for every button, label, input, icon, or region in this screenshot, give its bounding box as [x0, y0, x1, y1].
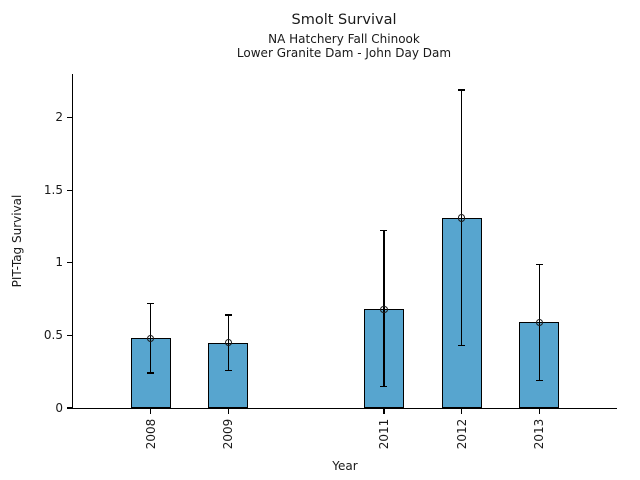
- x-tick-2009: [227, 409, 230, 415]
- y-tick-0: [66, 407, 72, 409]
- mean-marker-2013: [535, 318, 544, 327]
- x-tick-label-2011: 2011: [376, 418, 391, 450]
- error-cap-high-2011: [380, 230, 388, 232]
- error-cap-high-2008: [147, 302, 155, 305]
- mean-marker-2012: [457, 214, 466, 222]
- chart-title: Smolt Survival: [291, 12, 397, 28]
- error-cap-low-2008: [147, 372, 155, 374]
- x-axis-label: Year: [332, 459, 358, 473]
- mean-marker-2008: [146, 334, 155, 343]
- mean-marker-2009: [224, 338, 233, 347]
- chart-subtitle-1: NA Hatchery Fall Chinook: [268, 32, 420, 46]
- y-axis-label: PIT-Tag Survival: [10, 194, 24, 288]
- y-tick-2: [66, 116, 72, 119]
- x-tick-2011: [383, 409, 385, 415]
- error-cap-low-2011: [380, 385, 388, 387]
- error-cap-low-2009: [224, 369, 232, 371]
- y-tick-1: [66, 262, 72, 264]
- chart-subtitle-2: Lower Granite Dam - John Day Dam: [236, 46, 452, 60]
- x-tick-2008: [150, 409, 152, 415]
- y-axis-spine: [71, 74, 73, 410]
- error-cap-high-2013: [535, 263, 543, 265]
- y-tick-label-1: 1: [55, 255, 63, 270]
- error-cap-low-2013: [535, 379, 543, 382]
- x-tick-label-2012: 2012: [454, 418, 469, 450]
- error-cap-high-2012: [458, 89, 466, 91]
- x-tick-2012: [460, 409, 463, 415]
- x-tick-label-2013: 2013: [532, 418, 547, 450]
- error-cap-high-2009: [224, 314, 232, 316]
- bar-2009: [208, 342, 249, 408]
- x-tick-label-2009: 2009: [221, 418, 236, 450]
- plot-area: PIT-Tag Survival Year 0 0.5 1 1.5 2 2008 2009 2…: [10, 74, 617, 473]
- y-tick-label-1.5: 1.5: [43, 182, 63, 197]
- x-axis-spine: [71, 408, 617, 410]
- y-tick-1.5: [66, 189, 72, 191]
- x-tick-label-2008: 2008: [143, 418, 158, 450]
- y-tick-label-0: 0: [55, 400, 63, 415]
- y-tick-label-0.5: 0.5: [43, 327, 63, 342]
- mean-marker-2011: [380, 305, 388, 313]
- error-cap-low-2012: [458, 344, 466, 347]
- y-tick-0.5: [66, 334, 72, 337]
- x-tick-2013: [538, 409, 540, 415]
- y-tick-label-2: 2: [55, 110, 63, 125]
